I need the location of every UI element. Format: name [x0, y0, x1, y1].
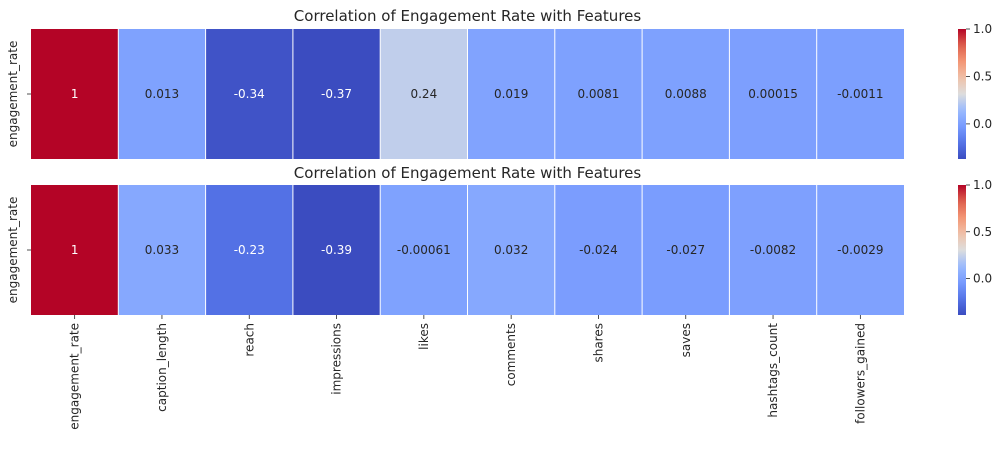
- cell-value-label: -0.0029: [837, 243, 883, 257]
- x-tick-label: saves: [679, 323, 693, 357]
- heatmap-cell: [467, 185, 555, 315]
- cell-value-label: -0.0082: [750, 243, 796, 257]
- cell-value-label: 0.013: [145, 87, 179, 101]
- colorbar: [958, 29, 966, 159]
- cell-value-label: -0.39: [321, 243, 352, 257]
- colorbar: [958, 185, 966, 315]
- heatmap-panel-1: Correlation of Engagement Rate with Feat…: [6, 7, 992, 159]
- cell-value-label: 0.0081: [577, 87, 619, 101]
- cell-value-label: 0.032: [494, 243, 528, 257]
- heatmap-cell: [292, 29, 381, 159]
- heatmap-cell: [554, 185, 643, 315]
- cell-value-label: 0.0088: [665, 87, 707, 101]
- cell-value-label: -0.34: [234, 87, 265, 101]
- colorbar-tick-label: 0.0: [973, 272, 992, 286]
- heatmap-cell: [642, 185, 730, 315]
- heatmap-cell: [380, 185, 468, 315]
- chart-title: Correlation of Engagement Rate with Feat…: [294, 164, 642, 182]
- x-tick-label: followers_gained: [853, 323, 867, 424]
- x-tick-label: engagement_rate: [68, 323, 82, 430]
- heatmap-cell: [31, 185, 119, 315]
- cell-value-label: 1: [71, 243, 79, 257]
- x-tick-label: likes: [417, 323, 431, 350]
- x-tick-label: caption_length: [155, 323, 169, 412]
- row-label: engagement_rate: [6, 41, 20, 148]
- cell-value-label: 1: [71, 87, 79, 101]
- heatmap-panel-2: Correlation of Engagement Rate with Feat…: [6, 164, 992, 430]
- x-tick-label: shares: [591, 323, 605, 363]
- chart-title: Correlation of Engagement Rate with Feat…: [294, 7, 642, 25]
- heatmap-cell: [729, 29, 817, 159]
- colorbar-tick-label: 0.5: [973, 225, 992, 239]
- x-tick-label: reach: [242, 323, 256, 357]
- heatmap-cell: [31, 29, 119, 159]
- x-tick-label: hashtags_count: [766, 323, 780, 418]
- heatmap-cell: [380, 29, 468, 159]
- heatmap-cell: [816, 185, 904, 315]
- heatmap-cell: [292, 185, 381, 315]
- cell-value-label: -0.0011: [837, 87, 883, 101]
- colorbar-tick-label: 0.5: [973, 69, 992, 83]
- row-label: engagement_rate: [6, 197, 20, 304]
- colorbar-tick-label: 1.0: [973, 178, 992, 192]
- cell-value-label: 0.019: [494, 87, 528, 101]
- cell-value-label: -0.00061: [397, 243, 451, 257]
- heatmap-cell: [554, 29, 643, 159]
- heatmap-cell: [642, 29, 730, 159]
- heatmap-cell: [816, 29, 904, 159]
- cell-value-label: -0.024: [579, 243, 618, 257]
- heatmap-cell: [205, 29, 293, 159]
- x-tick-label: impressions: [330, 323, 344, 395]
- heatmap-cell: [118, 29, 206, 159]
- cell-value-label: -0.37: [321, 87, 352, 101]
- cell-value-label: -0.23: [234, 243, 265, 257]
- cell-value-label: 0.24: [410, 87, 437, 101]
- heatmap-cell: [118, 185, 206, 315]
- heatmap-cell: [729, 185, 817, 315]
- heatmap-cell: [467, 29, 555, 159]
- cell-value-label: 0.00015: [748, 87, 798, 101]
- colorbar-tick-label: 0.0: [973, 117, 992, 131]
- cell-value-label: -0.027: [666, 243, 705, 257]
- cell-value-label: 0.033: [145, 243, 179, 257]
- heatmap-cell: [205, 185, 293, 315]
- colorbar-tick-label: 1.0: [973, 22, 992, 36]
- x-tick-label: comments: [504, 323, 518, 386]
